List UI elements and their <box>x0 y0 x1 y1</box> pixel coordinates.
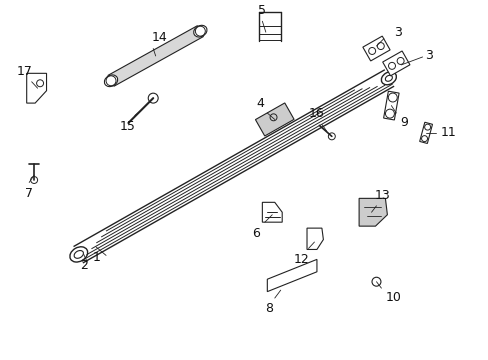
Polygon shape <box>306 228 323 249</box>
Text: 5: 5 <box>258 4 266 17</box>
Polygon shape <box>267 260 316 292</box>
Text: 10: 10 <box>385 291 401 303</box>
Text: 9: 9 <box>399 116 407 130</box>
Text: 15: 15 <box>119 120 135 133</box>
Polygon shape <box>255 103 293 136</box>
Polygon shape <box>108 26 203 86</box>
Text: 12: 12 <box>293 253 308 266</box>
Text: 17: 17 <box>16 66 32 78</box>
Text: 3: 3 <box>424 49 431 63</box>
Text: 2: 2 <box>80 259 87 272</box>
Polygon shape <box>362 36 389 61</box>
Ellipse shape <box>104 75 118 87</box>
Polygon shape <box>358 198 386 226</box>
Polygon shape <box>383 91 398 120</box>
Text: 8: 8 <box>264 302 272 315</box>
Ellipse shape <box>381 72 396 85</box>
Text: 1: 1 <box>92 251 100 264</box>
Ellipse shape <box>74 251 83 258</box>
Text: 4: 4 <box>255 96 264 109</box>
Ellipse shape <box>193 25 206 37</box>
Text: 13: 13 <box>374 189 389 202</box>
Text: 11: 11 <box>440 126 455 139</box>
Text: 14: 14 <box>151 31 167 44</box>
Text: 16: 16 <box>308 107 324 120</box>
Text: 3: 3 <box>393 26 401 39</box>
Polygon shape <box>419 122 431 144</box>
Polygon shape <box>262 202 282 222</box>
Ellipse shape <box>385 75 391 81</box>
Text: 7: 7 <box>25 187 33 200</box>
Polygon shape <box>382 51 409 76</box>
Polygon shape <box>27 73 46 103</box>
Ellipse shape <box>70 247 87 262</box>
Text: 6: 6 <box>251 226 259 240</box>
